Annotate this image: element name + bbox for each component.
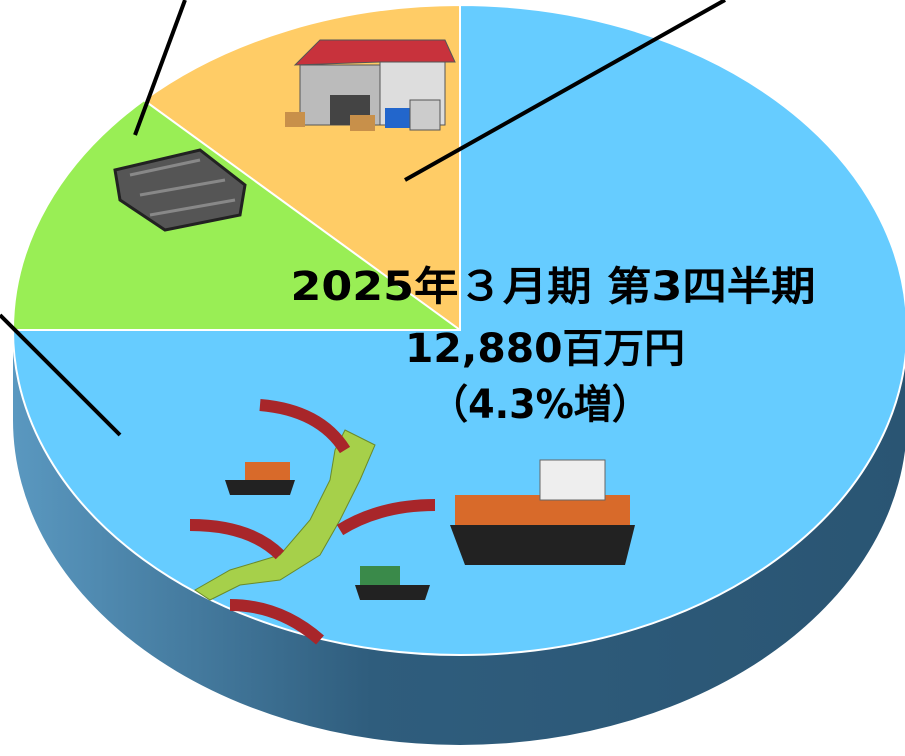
chart-title: 2025年３月期 第3四半期 bbox=[291, 264, 816, 310]
chart-subtitle: 12,880百万円 bbox=[405, 326, 685, 372]
leader-lines bbox=[0, 0, 726, 437]
illustrations bbox=[113, 39, 635, 645]
annotation: （4.3%増） bbox=[430, 382, 650, 428]
pie-side bbox=[13, 330, 905, 745]
